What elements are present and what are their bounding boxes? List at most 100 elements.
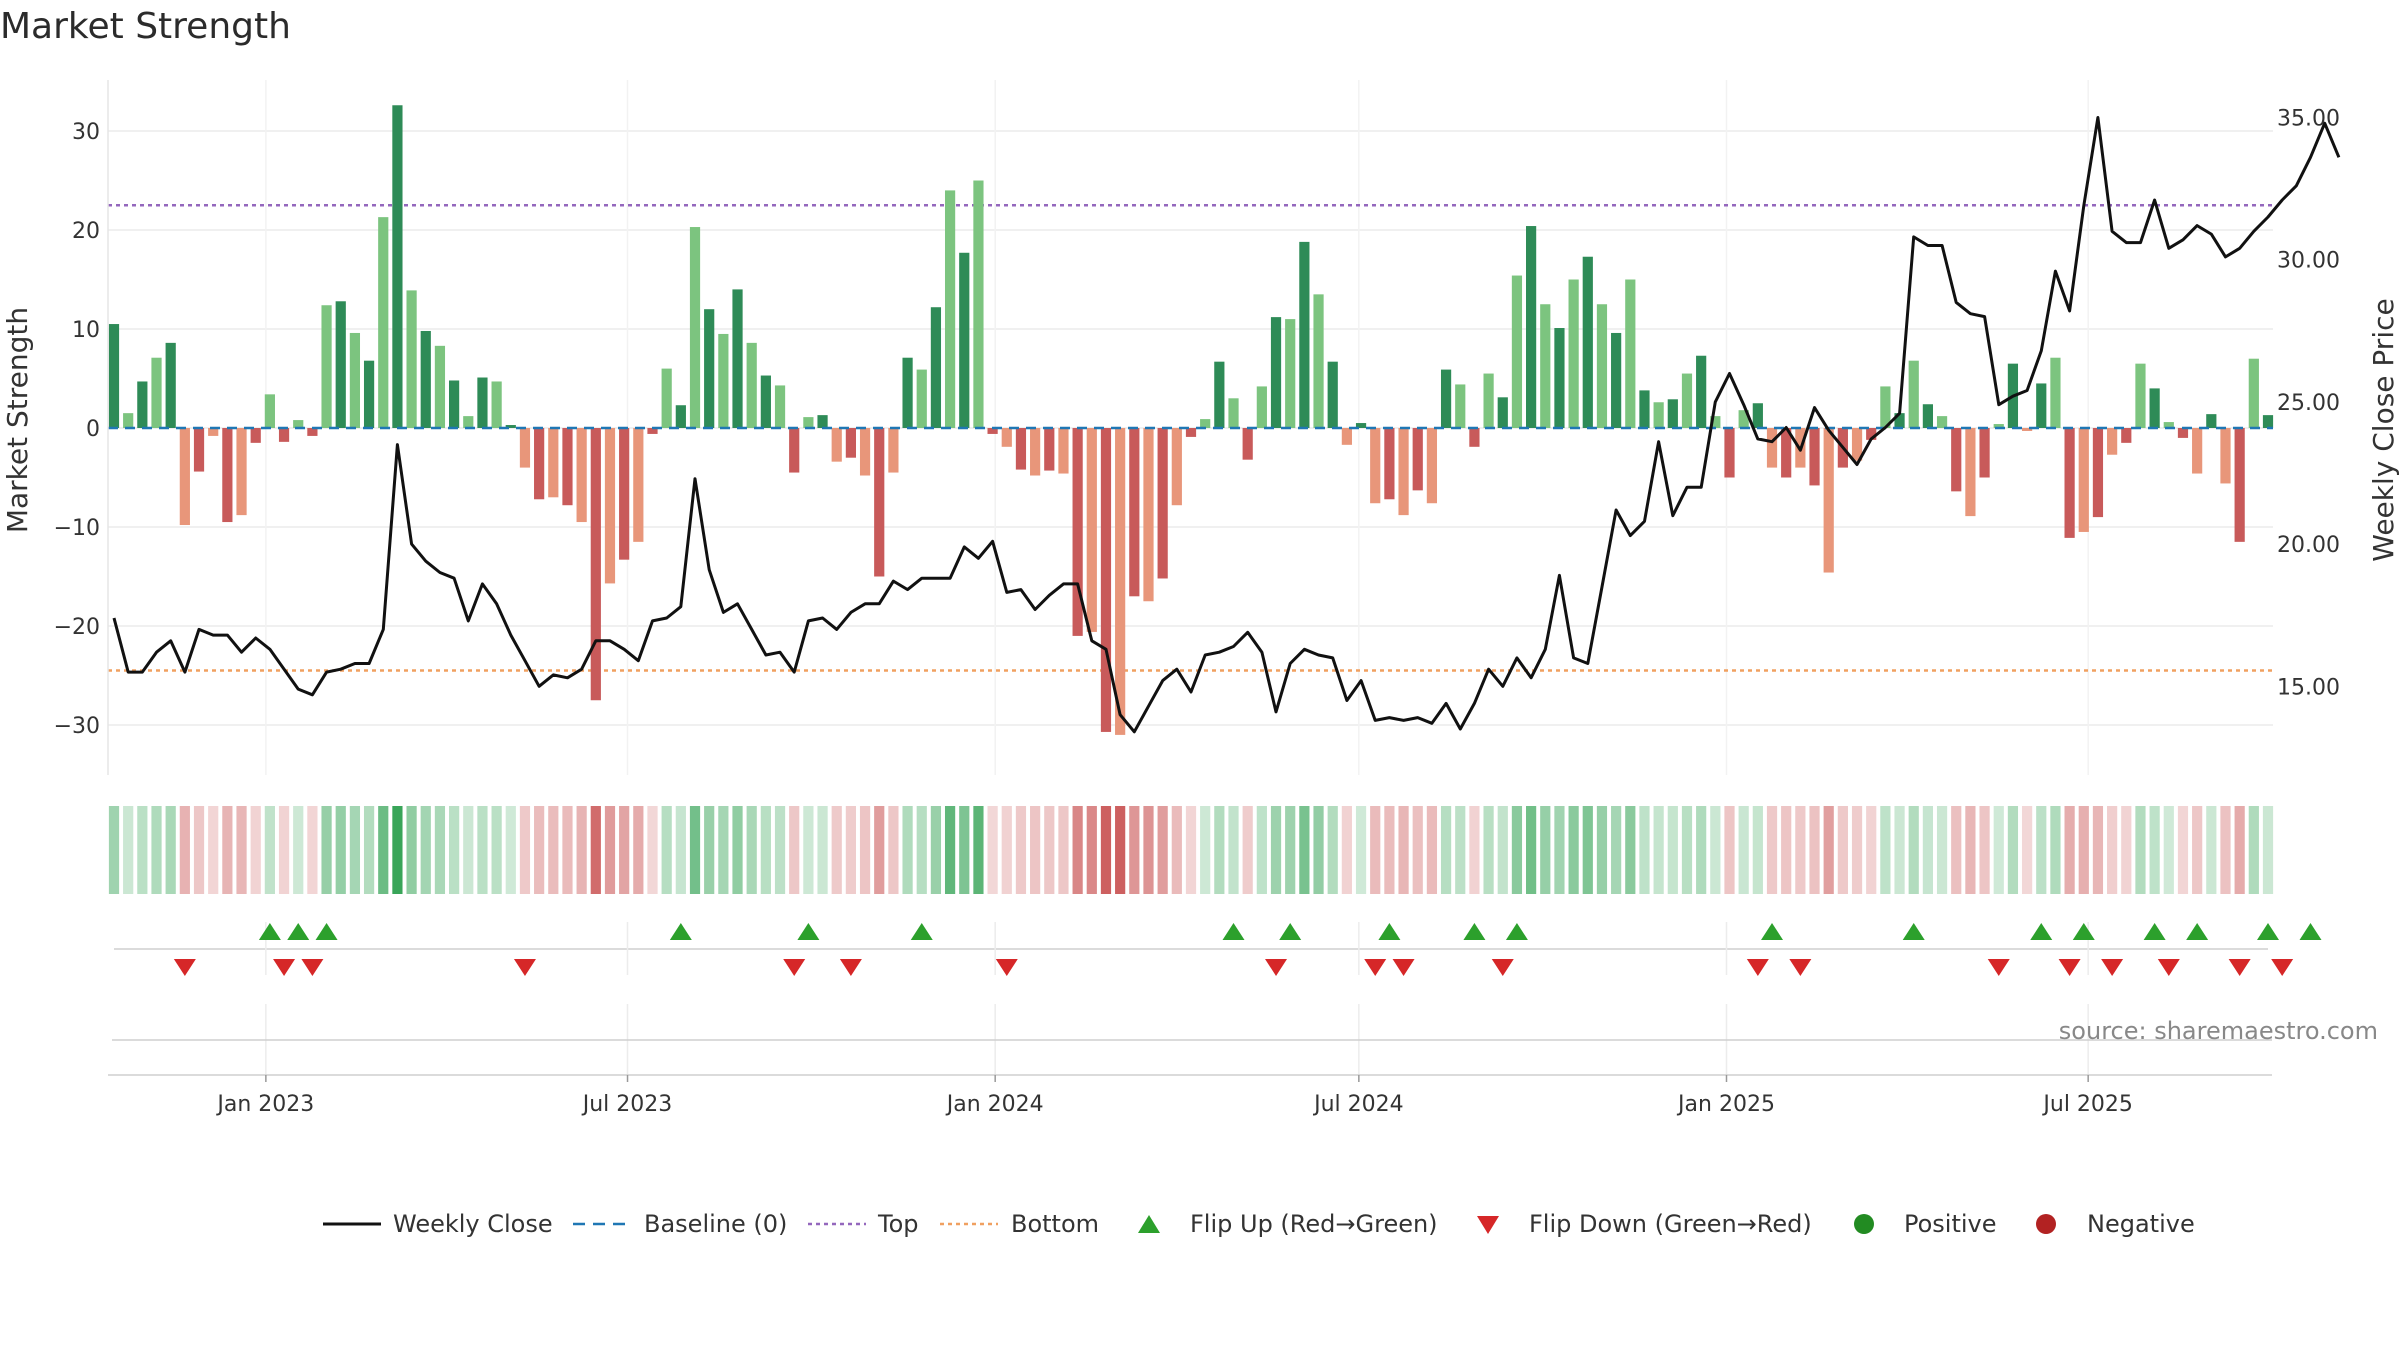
strength-strip-cell [2092,806,2104,894]
left-y-axis: 30 20 10 0 −10 −20 −30 [54,80,109,775]
strength-bar [335,301,346,428]
legend-label: Positive [1904,1210,1997,1238]
strength-strip-cell [1086,806,1097,894]
flip-down-marker [2157,959,2180,976]
flip-down-marker [783,959,806,976]
date-axis-panel: Jan 2023 Jul 2023 Jan 2024 Jul 2024 Jan 2025… [108,1004,2272,1117]
flip-up-marker [2257,923,2279,940]
strength-strip-cell [746,806,757,894]
strength-strip-cell [1299,806,1310,894]
strength-strip-cell [1001,806,1012,894]
strength-strip-cell [562,806,573,894]
strength-strip-cell [604,806,616,894]
flip-down-marker [1364,959,1387,976]
x-tick-label: Jul 2023 [581,1092,673,1117]
flip-up-marker [1378,923,1401,940]
strength-bar [732,289,743,428]
flip-down-marker [1789,959,1812,976]
flip-up-marker [1222,923,1245,940]
strength-strip-cell [718,806,729,894]
right-tick-label: 30.00 [2277,249,2340,274]
strength-bar [363,360,375,428]
strength-strip-cell [1908,806,1919,894]
x-tick-label: Jul 2024 [1312,1092,1404,1117]
strength-bar [250,428,261,443]
strength-strip-cell [2021,806,2033,894]
strength-bar [675,405,686,428]
strength-bar [1228,398,1239,428]
strength-strip-cell [1143,806,1154,894]
strength-bar [2262,415,2274,428]
strength-strip-cell [1582,806,1593,894]
strength-bar [321,305,332,428]
strength-strip-cell [179,806,190,894]
strength-bar [1752,403,1763,428]
strength-strip-cell [845,806,856,894]
strength-bar [1157,428,1168,579]
strength-strip-cell [434,806,446,894]
strength-bar [930,307,942,428]
legend-swatch-negative [2036,1214,2056,1234]
strength-strip-cell [1809,806,1820,894]
strength-strip-cell [193,806,205,894]
strength-strip-cell [2135,806,2146,894]
strength-bar [1440,369,1452,428]
strength-strip-cell [1568,806,1579,894]
strength-bar [2078,428,2089,532]
left-tick-label: −30 [54,714,100,739]
strength-bar [1540,304,1551,428]
strength-strip-cell [1327,806,1338,894]
strength-strip-cell [1256,806,1267,894]
strength-bar [590,428,601,701]
strength-bar [760,375,771,428]
strength-bar [151,357,162,428]
strength-bar [1724,428,1735,478]
strength-strip-cell [1681,806,1693,894]
strength-bar [1398,428,1409,516]
strength-strip-cell [2036,806,2047,894]
strength-strip-cell [874,806,885,894]
strength-strip-cell [774,806,786,894]
strength-strip-cell [1625,806,1636,894]
strength-bar [1285,319,1296,428]
strength-strip-cell [1724,806,1735,894]
strength-strip-cell [1540,806,1551,894]
strength-bar [902,357,913,428]
strength-bar [1582,256,1593,428]
strength-bar [916,369,927,428]
strength-strip-cell [236,806,247,894]
strength-bar [1072,428,1083,636]
left-tick-label: −10 [54,516,100,541]
strength-bar [1483,373,1494,428]
strength-strip-cell [307,806,318,894]
strength-bar [1993,424,2004,428]
strength-bar [193,428,205,472]
strength-bar [137,381,148,428]
strength-strip-cell [1115,806,1126,894]
strength-strip-cell [619,806,630,894]
strength-strip-cell [1696,806,1707,894]
strength-strip-cell [789,806,800,894]
flip-up-marker [1761,923,1784,940]
left-tick-label: 30 [72,120,100,145]
strength-strip-cell [1157,806,1168,894]
flip-down-marker [2101,959,2124,976]
strength-bar [859,428,871,476]
strength-strip-cell [1200,806,1211,894]
strength-bar [633,428,644,542]
strength-strip-cell [959,806,970,894]
right-tick-label: 35.00 [2277,107,2340,132]
strength-strip-cell [1285,806,1296,894]
strength-bar [2036,383,2047,428]
strength-bar [1030,428,1041,476]
strength-bar [2177,428,2189,438]
strength-bar [349,332,361,428]
strength-strip-cell [1341,806,1352,894]
strength-strip-cell [392,806,403,894]
strength-strip-cell [1781,806,1792,894]
strength-bar [1568,279,1579,428]
x-tick-label: Jan 2024 [945,1092,1044,1117]
strength-strip-cell [760,806,771,894]
strength-bar [1653,402,1664,428]
strength-bar [1143,428,1154,602]
